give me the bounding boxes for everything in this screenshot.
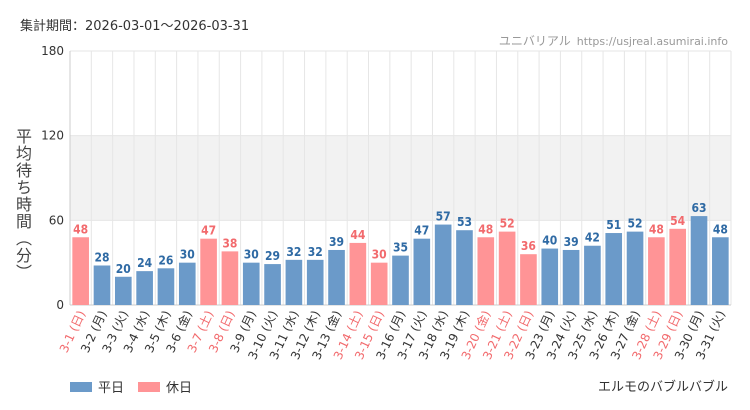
attraction-name: エルモのバブルバブル [597, 380, 728, 395]
bar [498, 231, 516, 305]
legend-item-weekday[interactable]: 平日 [70, 377, 124, 396]
bar [200, 238, 217, 305]
bar-value-label: 48 [649, 222, 664, 236]
bar [72, 237, 89, 305]
y-tick-label: 0 [56, 298, 64, 312]
bar-value-label: 48 [713, 222, 728, 236]
bar [392, 255, 409, 305]
bar [306, 259, 324, 305]
legend-label-weekday: 平日 [98, 381, 125, 396]
bar-value-label: 54 [670, 214, 686, 228]
y-tick-label: 60 [49, 213, 64, 227]
bar-value-label: 39 [329, 235, 344, 249]
bar-value-label: 47 [414, 224, 429, 238]
chart-band [70, 135, 731, 221]
bar [136, 271, 153, 305]
bar-value-label: 24 [137, 256, 153, 270]
bar-value-label: 35 [393, 241, 408, 255]
bar-value-label: 44 [350, 228, 366, 242]
y-axis-label: 平均待ち時間（分） [13, 128, 32, 281]
site-credit: ユニバリアル https://usjreal.asumirai.info [499, 32, 728, 49]
legend-label-holiday: 休日 [166, 381, 193, 396]
bar [456, 230, 473, 305]
bar-value-label: 32 [308, 245, 323, 259]
bar [541, 248, 559, 305]
bar-value-label: 30 [372, 248, 387, 262]
bar-value-label: 30 [244, 248, 259, 262]
bar-value-label: 38 [222, 236, 237, 250]
site-name: ユニバリアル [498, 34, 571, 48]
legend-item-holiday[interactable]: 休日 [138, 377, 192, 396]
bar-value-label: 30 [180, 248, 195, 262]
legend-swatch-holiday [138, 381, 161, 392]
bar-value-label: 42 [585, 231, 600, 245]
bar-value-label: 39 [564, 235, 579, 249]
y-tick-label: 180 [41, 44, 64, 58]
bar [434, 224, 452, 305]
bar-value-label: 20 [116, 262, 131, 276]
bar [178, 262, 196, 305]
bar-value-label: 32 [286, 245, 301, 259]
bar-value-label: 53 [457, 215, 472, 229]
bar-value-label: 28 [94, 250, 109, 264]
bar [477, 237, 495, 305]
bar [242, 262, 260, 305]
bar [328, 249, 345, 305]
bar-value-label: 57 [436, 210, 451, 224]
bar [221, 251, 239, 305]
bar [93, 265, 111, 305]
bar [712, 237, 729, 305]
bar [114, 276, 132, 305]
legend: 平日 休日 [70, 377, 206, 396]
bar [605, 233, 623, 305]
bar [157, 268, 175, 305]
bar [669, 228, 687, 305]
bar [626, 231, 644, 305]
bar-value-label: 52 [500, 217, 515, 231]
bar [562, 249, 580, 305]
period-label: 集計期間：2026-03-01～2026-03-31 [20, 19, 250, 34]
bar [413, 238, 431, 305]
bar-value-label: 47 [201, 224, 216, 238]
bar-value-label: 48 [73, 222, 88, 236]
bar-value-label: 48 [478, 222, 493, 236]
y-tick-label: 120 [41, 129, 64, 143]
bar-value-label: 29 [265, 249, 280, 263]
bar [648, 237, 665, 305]
bar-value-label: 26 [158, 253, 173, 267]
bar-value-label: 40 [542, 234, 557, 248]
bar [264, 264, 281, 305]
bar-value-label: 36 [521, 239, 536, 253]
bar-value-label: 63 [692, 201, 707, 215]
bar [584, 245, 601, 305]
bar [690, 216, 708, 305]
bar [349, 242, 367, 305]
bar [520, 254, 537, 305]
bar-value-label: 52 [628, 217, 643, 231]
bar [285, 259, 303, 305]
bar-value-label: 51 [606, 218, 621, 232]
site-url[interactable]: https://usjreal.asumirai.info [576, 35, 728, 48]
bar [370, 262, 388, 305]
legend-swatch-weekday [70, 381, 92, 392]
